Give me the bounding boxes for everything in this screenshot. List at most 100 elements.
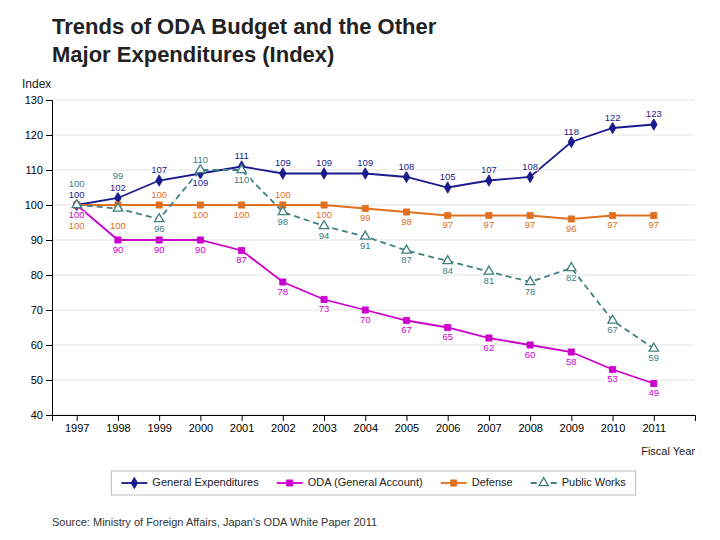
data-label: 97 <box>648 219 659 230</box>
data-label: 67 <box>401 324 412 335</box>
data-label: 97 <box>484 219 495 230</box>
data-label: 84 <box>442 265 453 276</box>
data-label: 109 <box>316 157 332 168</box>
legend: General Expenditures ODA (General Account… <box>111 471 635 495</box>
series-marker <box>321 202 327 208</box>
x-tick-mark <box>571 415 572 421</box>
series-marker <box>649 343 658 351</box>
y-tick-mark <box>46 170 52 171</box>
series-marker <box>319 221 328 229</box>
x-tick-mark <box>448 415 449 421</box>
legend-marker <box>287 480 293 486</box>
series-marker <box>486 335 492 341</box>
x-tick: 2006 <box>436 415 460 434</box>
x-tick-mark <box>242 415 243 421</box>
x-tick: 2010 <box>601 415 625 434</box>
x-tick-label: 2000 <box>189 422 213 434</box>
data-label: 100 <box>275 189 291 200</box>
x-tick-mark <box>283 415 284 421</box>
y-tick: 100 <box>25 199 52 211</box>
x-tick-mark <box>489 415 490 421</box>
legend-item: ODA (General Account) <box>277 476 423 488</box>
x-tick-label: 1997 <box>65 422 89 434</box>
x-tick-mark <box>365 415 366 421</box>
x-tick-label: 2009 <box>560 422 584 434</box>
data-label: 100 <box>69 209 85 220</box>
series-marker <box>278 207 287 215</box>
data-label: 90 <box>113 244 124 255</box>
data-label: 53 <box>607 373 618 384</box>
y-tick-label: 120 <box>25 129 43 141</box>
data-label: 99 <box>113 170 124 181</box>
series-marker <box>527 171 534 182</box>
grid-line <box>52 275 695 276</box>
x-tick-label: 2003 <box>312 422 336 434</box>
legend-label: General Expenditures <box>152 476 259 488</box>
series-marker <box>156 175 163 186</box>
x-tick-label: 2004 <box>354 422 378 434</box>
data-label: 109 <box>357 157 373 168</box>
x-tick-label: 2007 <box>477 422 501 434</box>
series-marker <box>196 165 205 173</box>
legend-marker <box>451 480 457 486</box>
x-tick-mark <box>118 415 119 421</box>
series-marker <box>113 203 122 211</box>
series-marker <box>321 168 328 179</box>
series-marker <box>156 202 162 208</box>
series-marker <box>239 202 245 208</box>
x-tick-label: 1998 <box>106 422 130 434</box>
y-tick: 60 <box>31 339 52 351</box>
data-label: 59 <box>648 352 659 363</box>
series-marker <box>484 266 493 274</box>
series-marker <box>154 214 163 222</box>
series-marker <box>362 205 368 211</box>
series-marker <box>567 263 576 271</box>
series-marker <box>486 212 492 218</box>
data-label: 105 <box>440 171 456 182</box>
series-marker <box>403 317 409 323</box>
x-tick-mark <box>654 415 655 421</box>
x-tick-label: 2010 <box>601 422 625 434</box>
legend-box <box>111 471 635 495</box>
y-tick-mark <box>46 240 52 241</box>
x-tick: 2001 <box>230 415 254 434</box>
data-label: 91 <box>360 240 371 251</box>
data-label: 107 <box>481 164 497 175</box>
x-tick-label: 2011 <box>642 422 666 434</box>
data-label: 108 <box>399 161 415 172</box>
series-marker <box>443 256 452 264</box>
legend-label: Defense <box>472 476 513 488</box>
x-tick-label: 2001 <box>230 422 254 434</box>
data-label: 100 <box>69 220 85 231</box>
data-label: 109 <box>275 157 291 168</box>
y-tick: 40 <box>31 409 52 421</box>
data-label: 111 <box>234 150 248 161</box>
series-marker <box>361 231 370 239</box>
data-label: 97 <box>607 219 618 230</box>
data-label: 122 <box>605 112 621 123</box>
grid-line <box>52 135 695 136</box>
x-tick: 1998 <box>106 415 130 434</box>
y-tick-label: 50 <box>31 374 43 386</box>
series-marker <box>197 202 203 208</box>
x-tick: 1999 <box>147 415 171 434</box>
series-marker <box>321 296 327 302</box>
data-label: 67 <box>607 324 618 335</box>
x-tick-mark <box>406 415 407 421</box>
data-label: 100 <box>151 189 167 200</box>
data-label: 87 <box>236 254 247 265</box>
x-axis-line <box>53 416 696 422</box>
title: Trends of ODA Budget and the Other <box>52 14 437 39</box>
data-label: 58 <box>566 356 577 367</box>
series-marker <box>72 200 81 208</box>
series-marker <box>403 171 410 182</box>
series-marker <box>445 324 451 330</box>
series-marker <box>609 212 615 218</box>
x-tick: 2009 <box>560 415 584 434</box>
data-label: 65 <box>442 331 453 342</box>
series-marker <box>568 349 574 355</box>
data-label: 110 <box>193 154 208 165</box>
x-axis: 1997199819992000200120022003200420052006… <box>53 415 696 434</box>
series-marker <box>525 277 534 285</box>
data-label: 90 <box>154 244 165 255</box>
